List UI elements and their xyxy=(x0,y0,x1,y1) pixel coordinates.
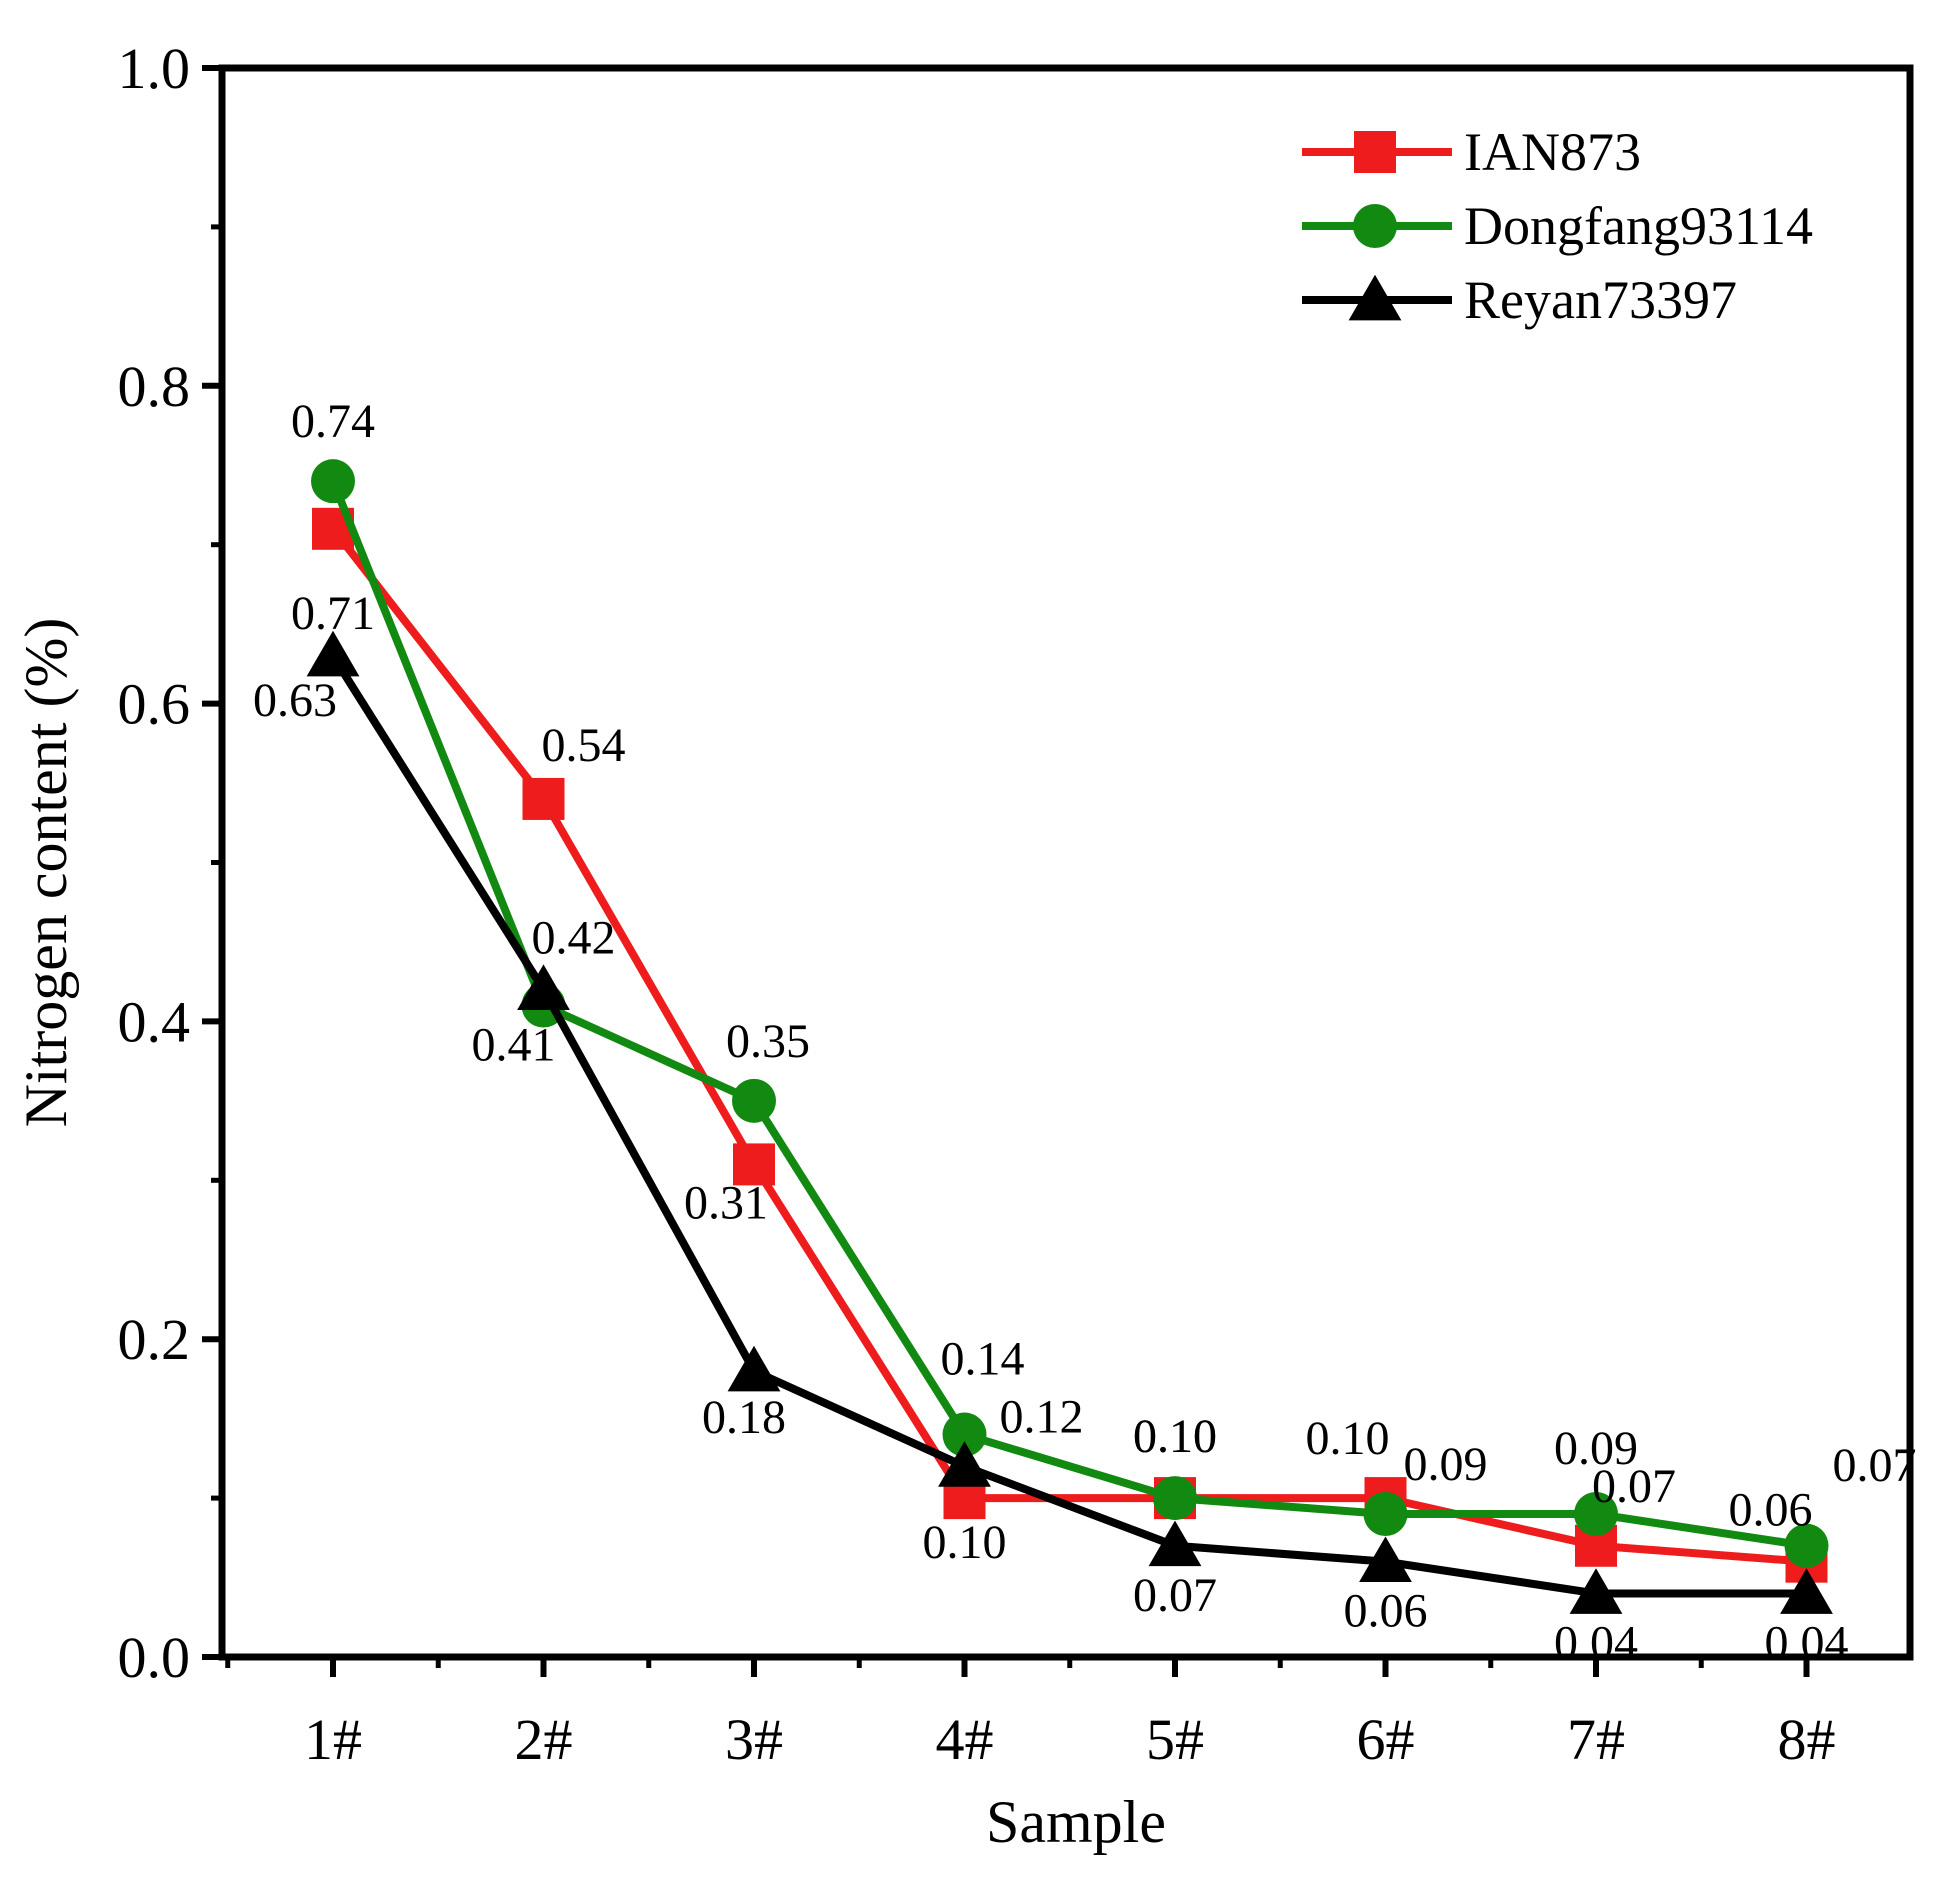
data-label-ian873: 0.10 xyxy=(1133,1410,1217,1463)
y-tick-label: 0.0 xyxy=(118,1625,191,1690)
legend-label-dongfang93114: Dongfang93114 xyxy=(1464,196,1813,256)
data-label-reyan73397: 0.04 xyxy=(1765,1616,1849,1669)
data-label-reyan73397: 0.18 xyxy=(702,1391,786,1444)
series-line-reyan73397 xyxy=(329,653,1807,1598)
data-label-ian873: 0.10 xyxy=(923,1516,1007,1569)
x-tick-label: 7# xyxy=(1567,1707,1625,1772)
axes: 0.0 0.2 0.4 0.6 0.8 1.0 1# 2# 3# 4# 5# 6# 7# 8# Sample… xyxy=(13,36,1914,1855)
data-label-dongfang93114: 0.07 xyxy=(1833,1439,1917,1492)
data-point-reyan73397 xyxy=(1780,1568,1833,1614)
data-point-reyan73397 xyxy=(306,630,360,677)
data-point-reyan73397 xyxy=(1359,1536,1412,1583)
data-label-ian873: 0.54 xyxy=(542,719,626,772)
data-point-reyan73397 xyxy=(1148,1520,1202,1567)
data-label-dongfang93114: 0.41 xyxy=(472,1019,556,1072)
data-point-dongfang93114 xyxy=(732,1078,776,1123)
y-tick-label: 0.6 xyxy=(118,672,191,737)
data-label-ian873: 0.71 xyxy=(291,587,375,640)
y-tick-label: 1.0 xyxy=(118,36,191,101)
y-axis-title: Nitrogen content (%) xyxy=(13,618,79,1128)
data-label-dongfang93114: 0.09 xyxy=(1404,1438,1488,1491)
x-tick-label: 4# xyxy=(936,1707,994,1772)
series-line-ian873 xyxy=(329,526,1807,1566)
data-label-reyan73397: 0.06 xyxy=(1344,1585,1428,1638)
data-point-reyan73397 xyxy=(938,1441,991,1487)
x-tick-label: 5# xyxy=(1146,1707,1204,1772)
data-point-ian873 xyxy=(733,1143,775,1186)
series-group xyxy=(306,459,1833,1614)
data-label-reyan73397: 0.63 xyxy=(253,674,337,727)
data-label-dongfang93114: 0.10 xyxy=(1133,1410,1217,1463)
data-label-dongfang93114: 0.14 xyxy=(941,1333,1025,1386)
data-point-dongfang93114 xyxy=(1784,1523,1829,1568)
x-tick-label: 2# xyxy=(515,1707,573,1772)
data-label-ian873: 0.07 xyxy=(1592,1460,1676,1513)
data-label-dongfang93114: 0.09 xyxy=(1554,1422,1638,1475)
legend-marker-ian873 xyxy=(1354,131,1396,173)
y-tick-label: 0.8 xyxy=(118,354,191,419)
legend-label-reyan73397: Reyan73397 xyxy=(1464,270,1737,330)
data-point-reyan73397 xyxy=(1569,1568,1623,1614)
data-point-dongfang93114 xyxy=(1153,1476,1197,1521)
data-label-reyan73397: 0.04 xyxy=(1554,1616,1638,1669)
data-label-dongfang93114: 0.35 xyxy=(726,1015,810,1068)
data-point-reyan73397 xyxy=(517,964,570,1011)
x-tick-label: 3# xyxy=(725,1707,783,1772)
series-line-dongfang93114 xyxy=(329,479,1808,1550)
x-axis-title: Sample xyxy=(986,1789,1166,1855)
x-tick-label: 8# xyxy=(1778,1707,1836,1772)
y-tick-label: 0.4 xyxy=(118,989,191,1054)
data-point-ian873 xyxy=(522,777,565,820)
y-tick-label: 0.2 xyxy=(118,1307,191,1372)
legend-label-ian873: IAN873 xyxy=(1464,122,1641,182)
data-point-dongfang93114 xyxy=(1574,1491,1618,1536)
x-tick-label: 1# xyxy=(304,1707,362,1772)
data-labels: 0.71 0.54 0.31 0.10 0.10 0.10 0.07 0.06 0.74 0.41… xyxy=(253,395,1917,1669)
data-label-ian873: 0.10 xyxy=(1306,1412,1390,1465)
data-label-ian873: 0.31 xyxy=(684,1176,768,1229)
data-label-reyan73397: 0.12 xyxy=(1000,1390,1084,1443)
data-point-dongfang93114 xyxy=(942,1412,987,1457)
data-point-dongfang93114 xyxy=(1363,1491,1408,1536)
legend-marker-reyan73397 xyxy=(1348,274,1402,321)
data-point-dongfang93114 xyxy=(311,459,355,504)
x-tick-label: 6# xyxy=(1357,1707,1415,1772)
legend-marker-dongfang93114 xyxy=(1353,204,1397,248)
data-label-ian873: 0.06 xyxy=(1729,1484,1813,1537)
data-label-dongfang93114: 0.74 xyxy=(291,395,375,448)
data-label-reyan73397: 0.42 xyxy=(532,912,616,965)
data-point-reyan73397 xyxy=(727,1345,781,1392)
data-label-reyan73397: 0.07 xyxy=(1133,1569,1217,1622)
legend: IAN873 Dongfang93114 Reyan73397 xyxy=(1302,122,1813,330)
